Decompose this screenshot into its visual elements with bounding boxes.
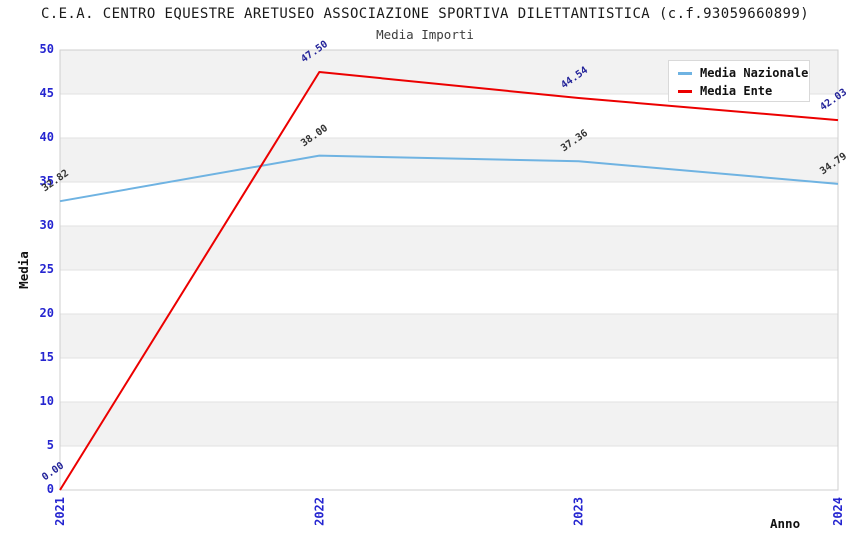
y-axis-title: Media [16,251,31,289]
y-tick-label: 5 [46,438,54,452]
x-tick-label: 2021 [53,497,67,526]
plot-border [59,49,839,491]
y-tick-label: 30 [39,218,54,232]
plot-band [60,402,838,446]
x-tick-label: 2024 [831,497,845,526]
chart-subtitle: Media Importi [376,27,474,42]
y-tick-label: 15 [39,350,54,364]
legend: Media Nazionale Media Ente [668,60,810,102]
y-tick-label: 25 [39,262,54,276]
series-line-media-ente [59,71,839,491]
y-tick-label: 40 [39,130,54,144]
legend-item: Media Ente [669,82,809,100]
plot-band [60,270,838,314]
y-tick-label: 10 [39,394,54,408]
y-tick-label: 50 [39,42,54,56]
series-line-media-nazionale [59,154,839,203]
x-tick-label: 2022 [312,497,326,526]
x-tick-label: 2023 [572,497,586,526]
x-axis-title: Anno [770,516,801,531]
legend-label: Media Nazionale [700,66,809,80]
legend-swatch [678,89,692,93]
y-tick-label: 35 [39,174,54,188]
y-tick-label: 20 [39,306,54,320]
plot-band [60,446,838,490]
y-tick-label: 45 [39,86,54,100]
legend-item: Media Nazionale [669,64,809,82]
legend-swatch [678,71,692,75]
plot-band [60,226,838,270]
chart-title: C.E.A. CENTRO EQUESTRE ARETUSEO ASSOCIAZ… [40,6,810,22]
y-tick-label: 0 [46,482,54,496]
plot-band [60,358,838,402]
legend-label: Media Ente [700,84,773,98]
plot-band [60,182,838,226]
plot-band [60,138,838,182]
plot-band [60,314,838,358]
